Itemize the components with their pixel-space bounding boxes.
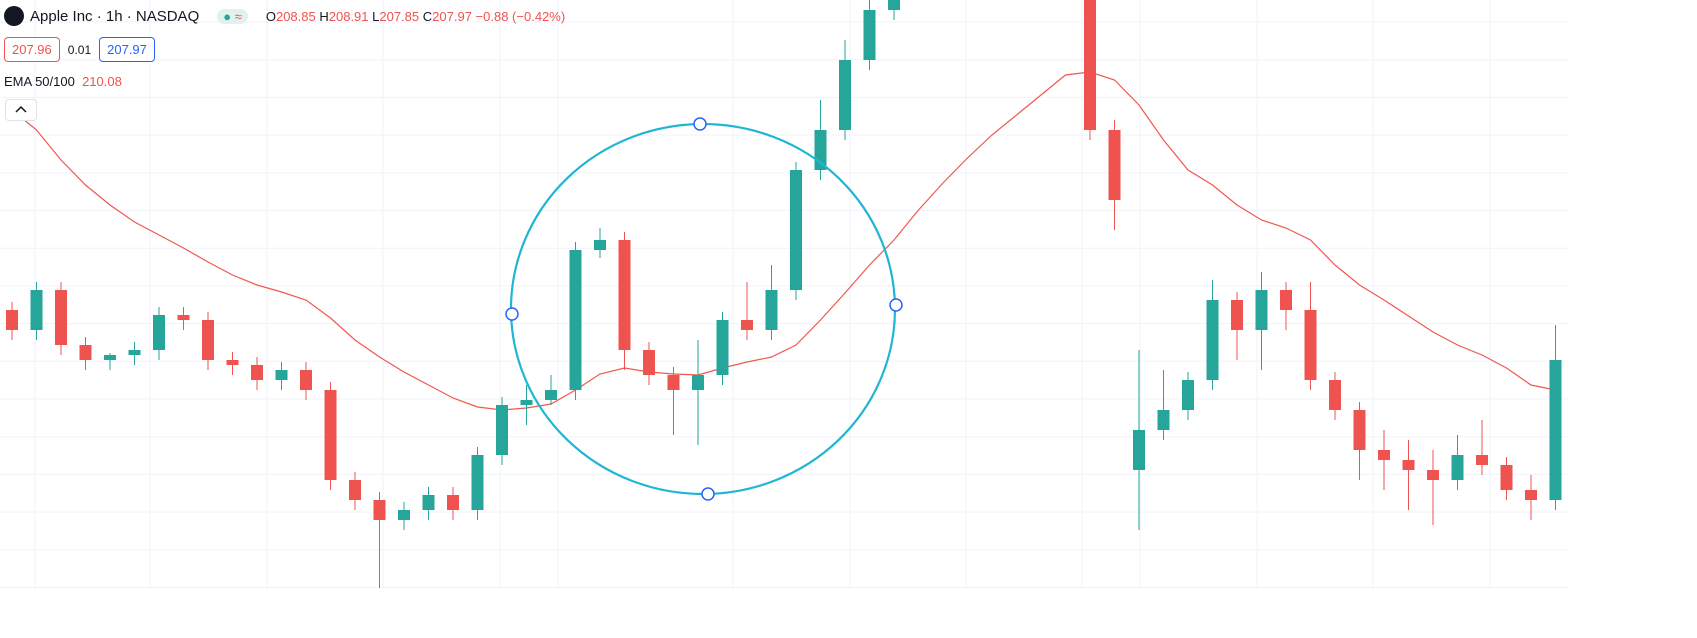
candle-body — [349, 480, 361, 500]
candle-body — [1476, 455, 1488, 465]
handle[interactable] — [889, 298, 903, 312]
candle-body — [30, 290, 43, 330]
candle-body — [177, 315, 190, 320]
candle-body — [618, 240, 631, 350]
candle-body — [1280, 290, 1292, 310]
candle-body — [1182, 380, 1194, 410]
candle-body — [1525, 490, 1537, 500]
candle-body — [1451, 455, 1464, 480]
candle-body — [1304, 310, 1317, 380]
ohlc-label: L — [372, 8, 380, 24]
candle-body — [1255, 290, 1268, 330]
circle-drawing[interactable] — [505, 117, 903, 501]
ohlc-value: 208.85 — [275, 8, 316, 24]
ohlc-value: 207.97 — [432, 8, 472, 24]
handle[interactable] — [701, 487, 715, 501]
candle-body — [545, 390, 557, 400]
chevron — [15, 105, 27, 113]
candle-body — [692, 375, 704, 390]
candle-body — [324, 390, 337, 480]
circle[interactable] — [509, 122, 897, 496]
candle-body — [716, 320, 729, 375]
ohlc-label: O — [265, 8, 276, 24]
ema-value: 210.08 — [82, 74, 122, 89]
buy-price[interactable]: 207.97 — [99, 37, 155, 62]
handle[interactable] — [505, 307, 519, 321]
candle-body — [1378, 450, 1390, 460]
candle-body — [251, 365, 263, 380]
candle-body — [1549, 360, 1562, 500]
candle-body — [128, 350, 141, 355]
status[interactable]: ● ≈ — [217, 8, 248, 24]
candle-body — [55, 290, 67, 345]
candle-body — [275, 370, 288, 380]
candle-body — [520, 400, 533, 405]
ohlc-label: H — [319, 8, 329, 24]
candle-body — [1353, 410, 1366, 450]
candle-body — [863, 10, 876, 60]
spread: 0.01 — [67, 42, 92, 57]
ema-layer — [11, 71, 1556, 411]
candle-body — [447, 495, 459, 510]
ema-line — [11, 71, 1556, 411]
price-boxes: 207.96 0.01 207.97 — [4, 37, 155, 62]
ohlc: O208.85 H208.91 L207.85 C207.97 −0.88 (−… — [266, 9, 565, 24]
candle-body — [153, 315, 165, 350]
candle-body — [1231, 300, 1243, 330]
handle[interactable] — [693, 117, 707, 131]
candle-body — [398, 510, 410, 520]
candle-body — [79, 345, 92, 360]
candle-body — [422, 495, 435, 510]
candle-body — [667, 375, 680, 390]
candle-body — [790, 170, 802, 290]
candle-body — [1108, 130, 1121, 200]
candle-body — [1402, 460, 1415, 470]
candle-body — [839, 60, 851, 130]
candle-body — [765, 290, 778, 330]
candle-body — [1206, 300, 1219, 380]
candle-body — [496, 405, 508, 455]
change: −0.88 (−0.42%) — [475, 8, 566, 24]
candles — [6, 0, 1562, 588]
grid — [0, 0, 1568, 589]
candle-body — [741, 320, 753, 330]
ohlc-label: C — [422, 8, 433, 24]
sell-price[interactable]: 207.96 — [4, 37, 60, 62]
candle-body — [373, 500, 386, 520]
collapse-button[interactable] — [5, 99, 37, 121]
candle-body — [471, 455, 484, 510]
candle-body — [6, 310, 18, 330]
candle-body — [300, 370, 312, 390]
ohlc-value: 208.91 — [328, 8, 369, 24]
candle-body — [1329, 380, 1341, 410]
candle-body — [104, 355, 116, 360]
ema-legend: EMA 50/100 210.08 — [4, 74, 122, 89]
candle-body — [1084, 0, 1096, 130]
logo — [4, 6, 24, 26]
candle-body — [594, 240, 606, 250]
candle-body — [1133, 430, 1145, 470]
candle-body — [226, 360, 239, 365]
ema-name: EMA 50/100 — [4, 74, 75, 89]
symbol[interactable]: Apple Inc · 1h · NASDAQ — [30, 7, 200, 25]
candle-body — [202, 320, 214, 360]
candle-body — [1500, 465, 1513, 490]
candle-body — [643, 350, 655, 375]
candle-body — [1427, 470, 1439, 480]
candle-body — [888, 0, 900, 10]
candle-body — [569, 250, 582, 390]
candle-body — [1157, 410, 1170, 430]
symbol-legend: Apple Inc · 1h · NASDAQ ● ≈ O208.85 H208… — [4, 6, 565, 26]
ohlc-value: 207.85 — [379, 8, 420, 24]
